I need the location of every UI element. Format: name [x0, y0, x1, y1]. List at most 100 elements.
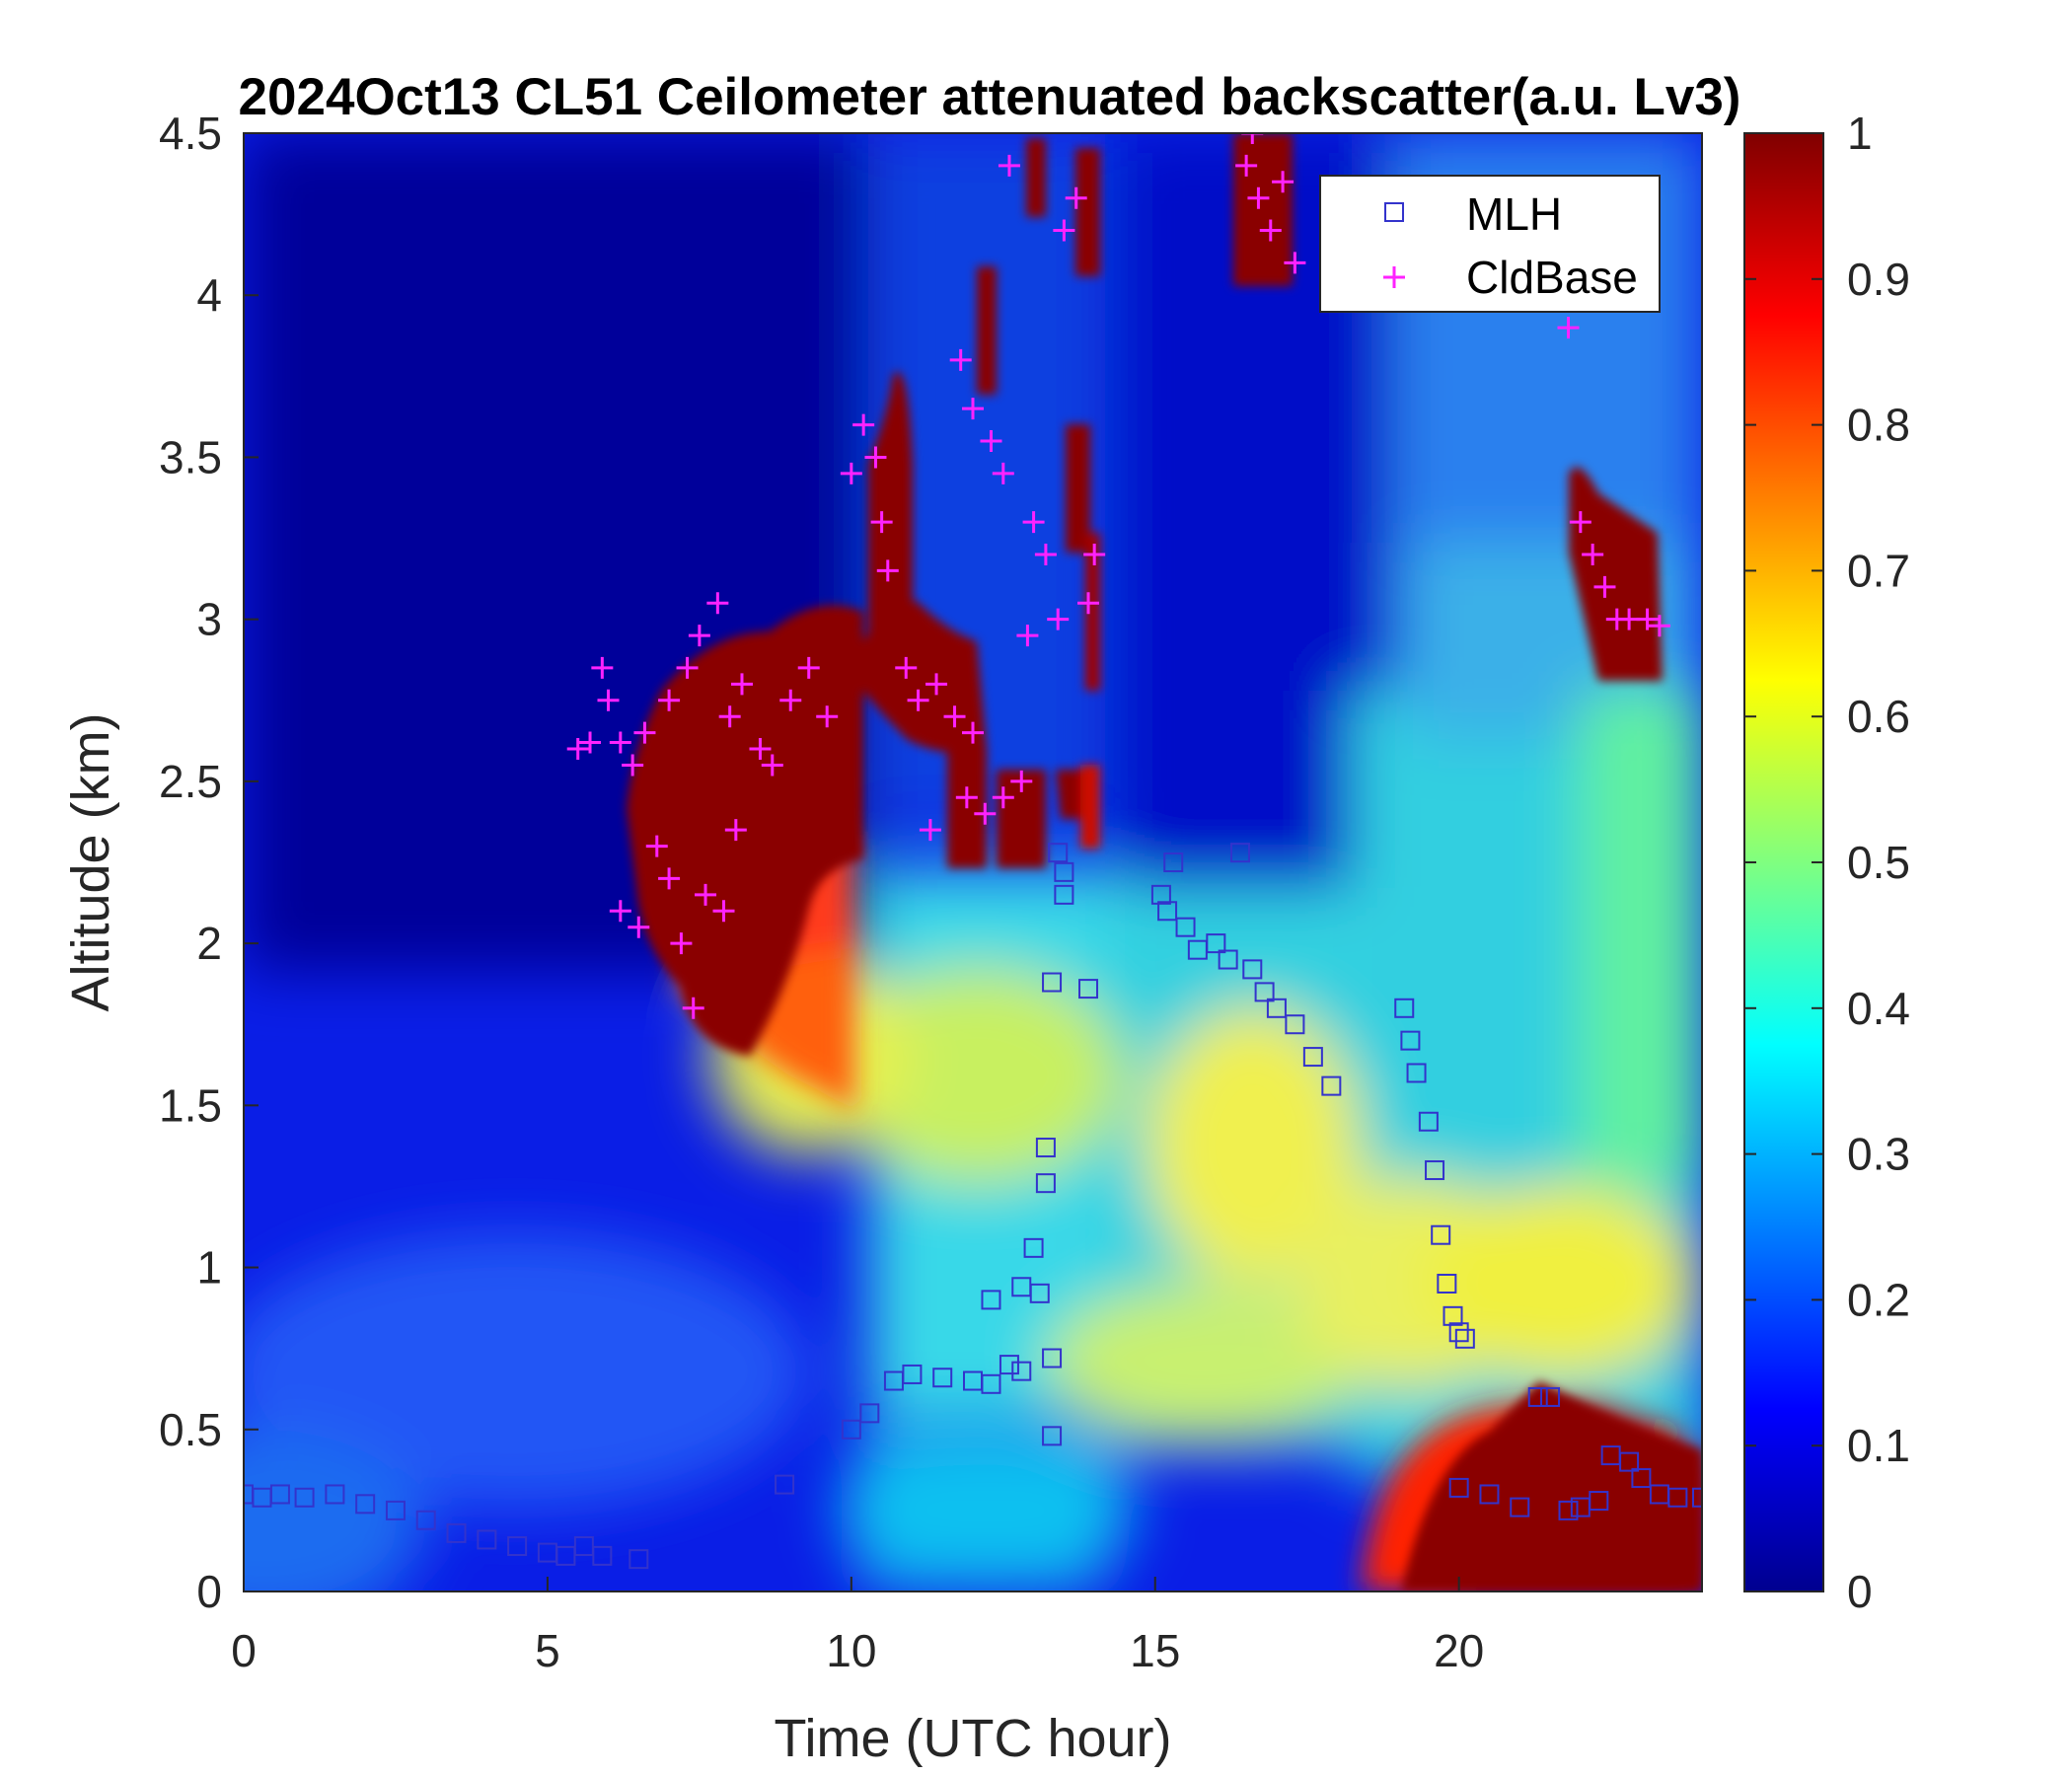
- mlh-point: [1418, 1111, 1439, 1132]
- cldbase-point: [992, 786, 1014, 809]
- mlh-point: [507, 1536, 528, 1557]
- cldbase-point: [852, 413, 875, 436]
- cldbase-point: [761, 754, 783, 777]
- legend-cldbase-marker: [1383, 266, 1405, 288]
- cldbase-point: [609, 900, 631, 923]
- colorbar-tick-label: 1: [1847, 108, 1873, 159]
- cldbase-point: [706, 592, 729, 615]
- mlh-point: [1692, 1487, 1702, 1508]
- mlh-point: [1023, 1237, 1044, 1258]
- cldbase-point: [1582, 543, 1604, 565]
- mlh-point: [1206, 933, 1226, 954]
- y-tick-label: 4.5: [159, 108, 222, 159]
- cldbase-point: [925, 673, 948, 696]
- colorbar-tick-label: 0.6: [1847, 691, 1910, 742]
- mlh-point: [1454, 1328, 1475, 1349]
- colorbar-tick-label: 0.9: [1847, 254, 1910, 305]
- cldbase-point: [998, 154, 1020, 177]
- cldbase-point: [1034, 543, 1057, 565]
- cldbase-point: [1648, 615, 1670, 637]
- legend-mlh-label: MLH: [1466, 188, 1562, 240]
- cldbase-point: [1077, 592, 1100, 615]
- mlh-point: [355, 1494, 376, 1515]
- mlh-point: [1619, 1451, 1640, 1472]
- cldbase-point: [943, 705, 966, 728]
- cldbase-point: [676, 656, 699, 679]
- mlh-point: [477, 1529, 497, 1550]
- mlh-point: [294, 1487, 315, 1508]
- cldbase-point: [907, 689, 929, 711]
- mlh-point: [1035, 1173, 1056, 1194]
- cldbase-point: [1284, 252, 1306, 274]
- mlh-point: [1242, 959, 1263, 980]
- cldbase-point: [962, 398, 984, 420]
- mlh-point: [1042, 1426, 1063, 1446]
- colorbar-tick-label: 0.4: [1847, 983, 1910, 1034]
- colorbar-tick-label: 0.2: [1847, 1274, 1910, 1325]
- colorbar-tick-label: 0: [1847, 1566, 1873, 1617]
- cldbase-point: [682, 997, 704, 1019]
- cldbase-point: [1593, 575, 1616, 598]
- cldbase-point: [919, 819, 941, 842]
- cldbase-point: [1557, 317, 1580, 339]
- mlh-point: [1285, 1014, 1305, 1035]
- legend-box: [1319, 175, 1661, 313]
- cldbase-point: [712, 900, 735, 923]
- mlh-point: [1431, 1224, 1451, 1245]
- mlh-point: [1527, 1386, 1548, 1407]
- mlh-point: [1229, 843, 1250, 863]
- backscatter-heatmap: [244, 133, 1702, 1591]
- cldbase-point: [876, 559, 899, 582]
- mlh-point: [1558, 1500, 1579, 1520]
- cldbase-point: [962, 721, 984, 744]
- mlh-point: [325, 1484, 345, 1505]
- mlh-point: [1437, 1273, 1457, 1294]
- mlh-point: [775, 1474, 795, 1495]
- colorbar-ticks: 0 0.1 0.2 0.3 0.4 0.5 0.6 0.7 0.8 0.9 1: [1744, 108, 1910, 1617]
- cldbase-point: [974, 802, 997, 825]
- y-tick-label: 3.5: [159, 431, 222, 482]
- mlh-point: [1302, 1047, 1323, 1068]
- legend-mlh-marker: [1384, 202, 1404, 222]
- mlh-point: [999, 1355, 1019, 1375]
- x-tick-label: 10: [826, 1625, 876, 1676]
- cldbase-point: [628, 916, 650, 938]
- x-tick-label: 15: [1130, 1625, 1180, 1676]
- mlh-point: [1631, 1468, 1652, 1489]
- y-tick-label: 2.5: [159, 756, 222, 807]
- mlh-point: [1011, 1361, 1032, 1381]
- x-tick-label: 20: [1434, 1625, 1484, 1676]
- mlh-point: [1400, 1030, 1421, 1051]
- cldbase-point: [622, 754, 644, 777]
- cldbase-point: [1259, 219, 1282, 242]
- cldbase-point: [695, 883, 717, 906]
- mlh-point: [1042, 972, 1063, 993]
- cldbase-point: [591, 656, 614, 679]
- mlh-point: [859, 1403, 880, 1424]
- colorbar-gradient: [1743, 132, 1824, 1592]
- mlh-point: [1163, 852, 1184, 872]
- mlh-point: [269, 1484, 290, 1505]
- cldbase-point: [1022, 511, 1045, 534]
- y-tick-label: 3: [196, 594, 222, 645]
- mlh-point: [1150, 884, 1171, 905]
- mlh-point: [1218, 949, 1238, 970]
- mlh-point: [1589, 1491, 1609, 1512]
- cldbase-point: [992, 462, 1014, 484]
- colorbar-tick-label: 0.3: [1847, 1129, 1910, 1180]
- y-tick-label: 0.5: [159, 1404, 222, 1455]
- cldbase-point: [1016, 625, 1039, 647]
- cldbase-point: [566, 738, 589, 761]
- cldbase-point: [816, 705, 839, 728]
- cldbase-point: [645, 835, 668, 857]
- y-tick-label: 4: [196, 269, 222, 321]
- mlh-point: [1321, 1075, 1342, 1096]
- mlh-point: [1054, 884, 1074, 905]
- mlh-point: [385, 1500, 406, 1520]
- series-layer: [244, 133, 1702, 1570]
- mlh-point: [1406, 1063, 1427, 1083]
- cldbase-point: [1618, 608, 1641, 630]
- cldbase-point: [779, 689, 802, 711]
- cldbase-point: [980, 430, 1002, 453]
